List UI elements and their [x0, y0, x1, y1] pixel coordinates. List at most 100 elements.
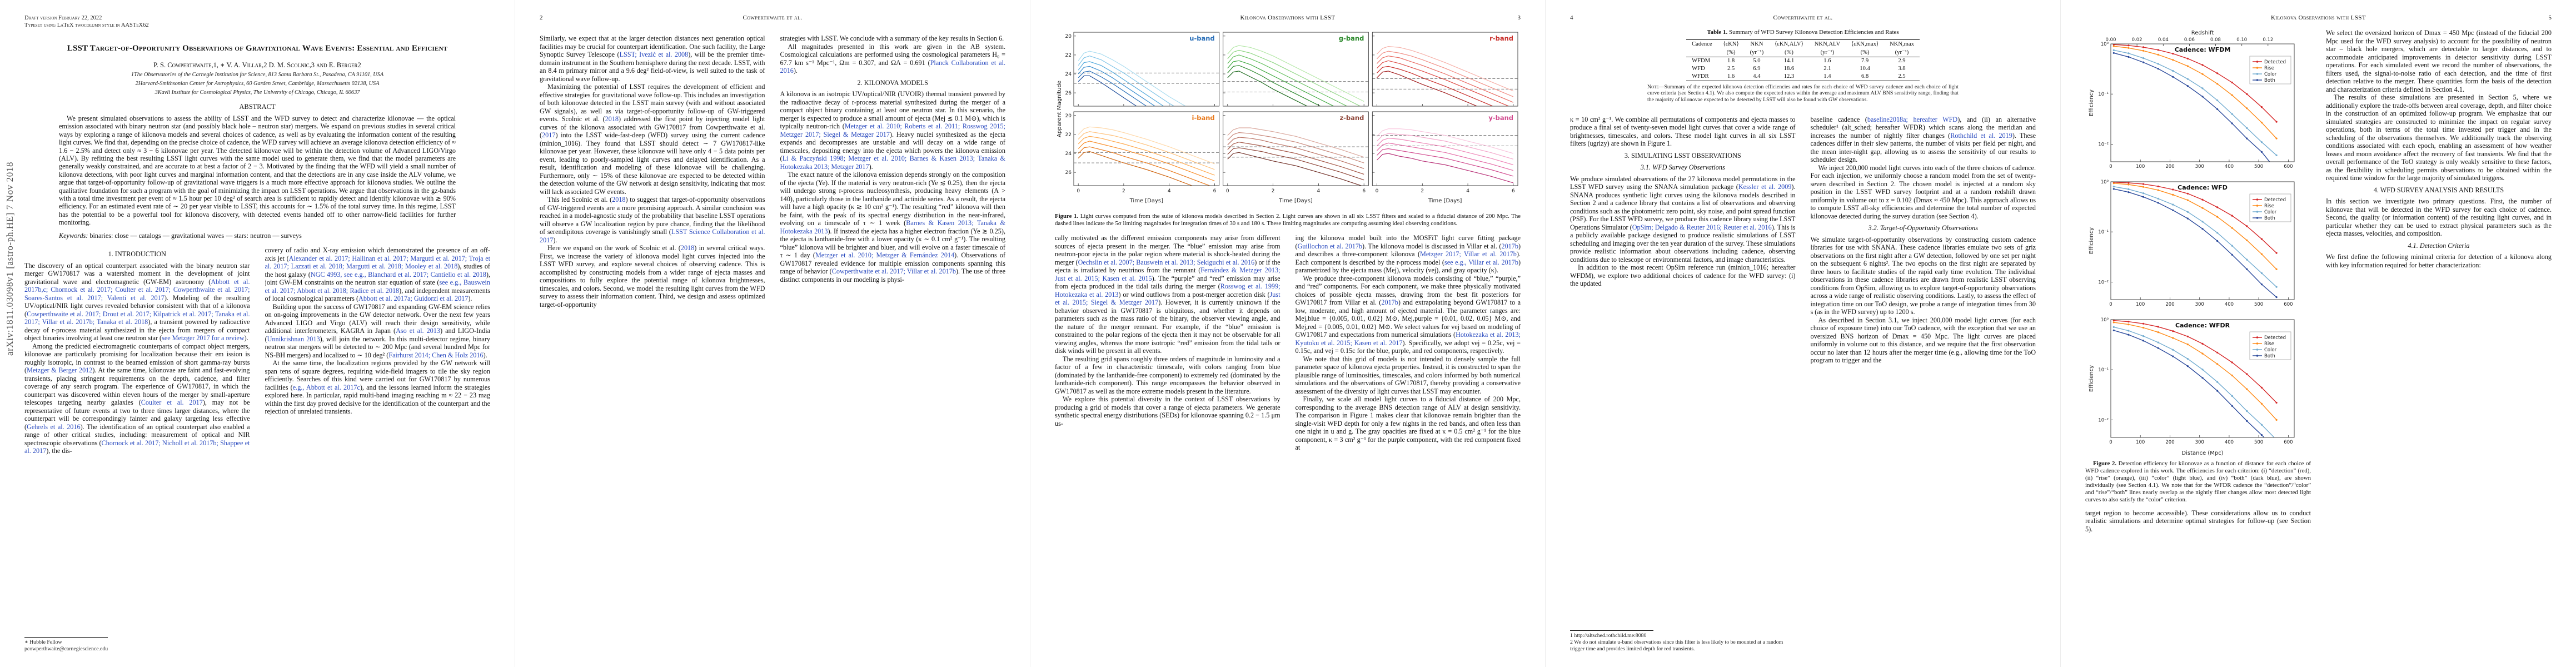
svg-text:100: 100	[2136, 302, 2145, 307]
paragraph: In this section we investigate two prima…	[2326, 197, 2552, 237]
paragraph: target region to become accessible). The…	[2085, 509, 2311, 533]
figure1-kilonova-lightcurves: Apparent Magnitude 20 22 24 26 u-band g-band r-…	[1055, 28, 1521, 210]
page-number: 2	[540, 14, 543, 21]
section-3-1-heading: 3.1. WFD Survey Observations	[1640, 163, 1725, 172]
svg-text:22: 22	[1065, 132, 1072, 138]
svg-text:i-band: i-band	[1192, 114, 1215, 122]
running-title: Kilonova Observations with LSST	[1240, 14, 1336, 21]
section-2-heading: 2. KILONOVA MODELS	[857, 78, 928, 87]
svg-text:0: 0	[2109, 302, 2112, 307]
svg-text:200: 200	[2165, 440, 2174, 445]
svg-text:0.08: 0.08	[2210, 37, 2221, 43]
section-3-heading: 3. SIMULATING LSST OBSERVATIONS	[1624, 151, 1741, 160]
svg-text:24: 24	[1065, 151, 1072, 157]
svg-text:2: 2	[1122, 188, 1125, 194]
paragraph: strategies with LSST. We conclude with a…	[780, 34, 1004, 42]
svg-text:10⁻¹: 10⁻¹	[2098, 92, 2109, 97]
svg-text:400: 400	[2225, 164, 2234, 170]
paper-title: LSST Target-of-Opportunity Observations …	[67, 44, 448, 53]
paragraph: As described in Section 3.1, we inject 2…	[1810, 316, 2036, 365]
altsched-url-link[interactable]: 1 http://altsched.rothchild.me:8080	[1570, 633, 1647, 639]
svg-text:Cadence: WFDM: Cadence: WFDM	[2175, 46, 2231, 53]
page3-right-column: ing the kilonova model built into the MO…	[1296, 234, 1521, 654]
paragraph: cally motivated as the different emissio…	[1055, 234, 1280, 355]
author-email-link[interactable]: pcowperthwaite@carnegiescience.edu	[24, 646, 108, 652]
svg-text:100: 100	[2136, 164, 2145, 170]
running-head: Kilonova Observations with LSST 5	[2085, 14, 2552, 22]
running-title: Cowperthwaite et al.	[1773, 14, 1833, 21]
svg-text:0.10: 0.10	[2236, 37, 2247, 43]
page-number: 3	[1517, 14, 1521, 21]
running-head: 4 Cowperthwaite et al.	[1570, 14, 2036, 22]
page1-left-column: 1. INTRODUCTION The discovery of an opti…	[24, 246, 250, 654]
paragraph: In addition to the most recent OpSim ref…	[1570, 263, 1796, 288]
svg-text:0: 0	[2109, 440, 2112, 445]
svg-text:10⁻²: 10⁻²	[2098, 417, 2109, 423]
svg-text:Detected: Detected	[2264, 335, 2286, 341]
svg-text:4: 4	[1168, 188, 1171, 194]
page-5: Kilonova Observations with LSST 5 Redshi…	[2061, 0, 2576, 667]
figure2-caption-tag: Figure 2.	[2093, 460, 2117, 467]
table1-note: Note—Summary of the expected kilonova de…	[1647, 84, 1959, 103]
svg-text:6: 6	[1362, 188, 1366, 194]
table1: Cadence ⟨εKN⟩ NKN ⟨εKN,ALV⟩ NKN,ALV ⟨εKN,max⟩…	[1570, 39, 2036, 81]
svg-text:300: 300	[2195, 164, 2204, 170]
page-number: 5	[2548, 14, 2552, 21]
svg-text:10⁻¹: 10⁻¹	[2098, 230, 2109, 235]
abstract-heading: ABSTRACT	[239, 103, 276, 111]
svg-text:0: 0	[2109, 164, 2112, 170]
svg-text:0.00: 0.00	[2106, 37, 2116, 43]
svg-text:26: 26	[1065, 170, 1072, 176]
draft-version-line: Draft version February 22, 2022	[24, 15, 102, 21]
svg-text:0.04: 0.04	[2158, 37, 2169, 43]
svg-text:Time [Days]: Time [Days]	[1129, 198, 1164, 204]
paragraph: Finally, we scale all model light curves…	[1295, 395, 1521, 451]
section-3-2-heading: 3.2. Target-of-Opportunity Observations	[1868, 224, 1978, 232]
page4-left-column: κ = 10 cm² g⁻¹. We combine all permutati…	[1570, 116, 1796, 654]
paragraph: The resulting grid spans roughly three o…	[1055, 355, 1280, 395]
page4-footnotes: 1 http://altsched.rothchild.me:8080 2 We…	[1570, 630, 1796, 653]
page-4: 4 Cowperthwaite et al. Table 1. Summary …	[1546, 0, 2061, 667]
figure2-detection-efficiency: Redshift 0.00 0.02 0.04 0.06 0.08 0.10 0.12 10⁰ 1…	[2085, 29, 2311, 460]
table1-caption-tag: Table 1.	[1707, 29, 1728, 36]
footnote-rule	[24, 637, 108, 638]
arxiv-stamp: arXiv:1811.03098v1 [astro-ph.HE] 7 Nov 2…	[4, 161, 15, 356]
running-title: Cowperthwaite et al.	[743, 14, 803, 21]
svg-text:Cadence: WFDR: Cadence: WFDR	[2175, 322, 2230, 329]
section-1-heading: 1. INTRODUCTION	[108, 250, 166, 258]
svg-text:Time [Days]: Time [Days]	[1278, 198, 1313, 204]
page-1: arXiv:1811.03098v1 [astro-ph.HE] 7 Nov 2…	[0, 0, 515, 667]
paragraph: We note that this grid of models is not …	[1295, 355, 1521, 395]
svg-text:g-band: g-band	[1339, 34, 1364, 42]
table1-caption-text: Summary of WFD Survey Kilonova Detection…	[1728, 29, 1899, 36]
paragraph: All magnitudes presented in this work ar…	[780, 42, 1006, 75]
paragraph: We inject 200,000 model light curves int…	[1810, 163, 2036, 220]
svg-text:Distance (Mpc): Distance (Mpc)	[2181, 450, 2223, 456]
paragraph: This led Scolnic et al. (2018) to sugges…	[540, 196, 765, 244]
paragraph: covery of radio and X-ray emission which…	[265, 246, 491, 303]
paragraph: We explore this potential diversity in t…	[1055, 395, 1280, 427]
svg-text:6: 6	[1512, 188, 1515, 194]
paragraph: The results of these simulations are pre…	[2326, 93, 2552, 182]
keywords-line: Keywords: binaries: close — catalogs — g…	[59, 232, 456, 240]
svg-text:Rise: Rise	[2264, 203, 2274, 209]
svg-text:Apparent Magnitude: Apparent Magnitude	[1057, 81, 1063, 137]
svg-text:600: 600	[2284, 302, 2293, 307]
paragraph: ing the kilonova model built into the MO…	[1295, 234, 1521, 274]
paragraph: Among the predicted electromagnetic coun…	[24, 342, 250, 455]
paragraph: We produce simulated observations of the…	[1570, 175, 1796, 263]
svg-text:z-band: z-band	[1339, 114, 1364, 122]
svg-text:600: 600	[2284, 164, 2293, 170]
paragraph: At the same time, the localization regio…	[265, 359, 491, 416]
svg-text:6: 6	[1213, 188, 1217, 194]
svg-text:y-band: y-band	[1488, 114, 1513, 122]
svg-text:10⁰: 10⁰	[2101, 180, 2109, 185]
typeset-line: Typeset using LaTeX twocolumn style in A…	[24, 22, 149, 28]
svg-text:Rise: Rise	[2264, 341, 2274, 347]
figure2-caption-text: Detection efficiency for kilonovae as a …	[2085, 460, 2311, 503]
author-list: P. S. Cowperthwaite,1, ∗ V. A. Villar,2 …	[153, 61, 361, 69]
svg-text:Detected: Detected	[2264, 197, 2286, 203]
paragraph: κ = 10 cm² g⁻¹. We combine all permutati…	[1570, 115, 1796, 148]
svg-text:10⁻²: 10⁻²	[2098, 142, 2109, 147]
